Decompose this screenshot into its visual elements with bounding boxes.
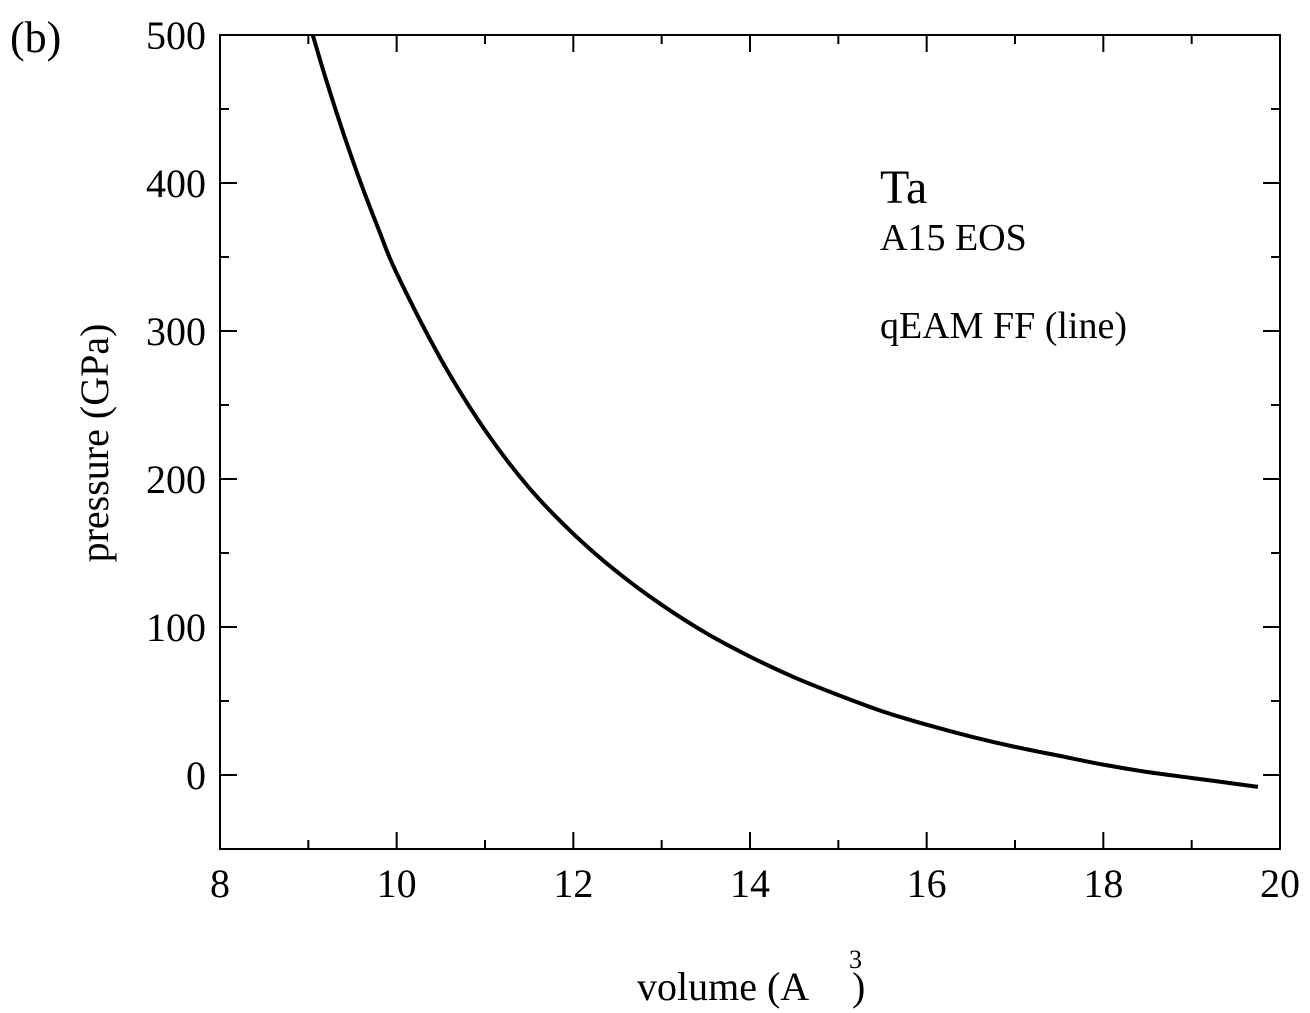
series-line-0 — [310, 34, 1259, 789]
x-tick-label: 8 — [210, 861, 230, 906]
y-tick-label: 200 — [146, 457, 206, 502]
x-tick-label: 14 — [730, 861, 770, 906]
x-axis-title-superscript: 3 — [849, 945, 862, 974]
annotation-element: Ta — [880, 161, 927, 214]
y-tick-label: 300 — [146, 309, 206, 354]
x-tick-label: 16 — [907, 861, 947, 906]
annotation-structure: A15 EOS — [880, 217, 1027, 259]
plot-frame — [219, 34, 1281, 850]
x-tick-label: 18 — [1083, 861, 1123, 906]
y-tick-labels: 0 100 200 300 400 500 — [146, 13, 206, 798]
x-tick-label: 10 — [377, 861, 417, 906]
y-tick-label: 500 — [146, 13, 206, 58]
y-tick-label: 100 — [146, 605, 206, 650]
annotation-method: qEAM FF (line) — [880, 305, 1127, 347]
x-axis-title-suffix: ) — [852, 964, 865, 1009]
axis-ticks — [219, 34, 1281, 849]
x-tick-label: 20 — [1260, 861, 1300, 906]
y-axis-title: pressure (GPa) — [72, 324, 117, 563]
x-tick-labels: 8 10 12 14 16 18 20 — [210, 861, 1300, 906]
plot-border — [219, 34, 1281, 850]
x-axis-title: volume (A 3 ) — [637, 945, 865, 1009]
panel-label: (b) — [10, 13, 61, 62]
y-tick-label: 0 — [186, 753, 206, 798]
x-axis-title-prefix: volume (A — [637, 964, 809, 1009]
y-tick-label: 400 — [146, 161, 206, 206]
series-layer — [310, 34, 1259, 789]
x-tick-label: 12 — [553, 861, 593, 906]
